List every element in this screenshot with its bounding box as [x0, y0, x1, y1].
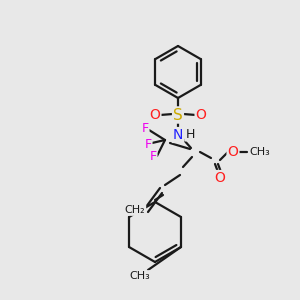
Text: O: O	[214, 171, 225, 185]
Text: CH₃: CH₃	[250, 147, 270, 157]
Text: O: O	[228, 145, 238, 159]
Text: O: O	[150, 108, 160, 122]
Text: O: O	[196, 108, 206, 122]
Text: F: F	[141, 122, 148, 134]
Text: H: H	[185, 128, 195, 140]
Text: S: S	[173, 107, 183, 122]
Text: N: N	[173, 128, 183, 142]
Text: F: F	[149, 151, 157, 164]
Text: CH₃: CH₃	[130, 271, 150, 281]
Text: F: F	[144, 139, 152, 152]
Text: CH₂: CH₂	[125, 205, 145, 215]
